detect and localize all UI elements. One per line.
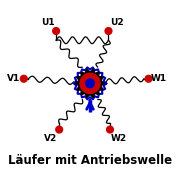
- Text: V2: V2: [44, 134, 57, 143]
- Circle shape: [107, 126, 113, 133]
- Circle shape: [145, 75, 152, 82]
- Polygon shape: [74, 68, 106, 99]
- Text: W1: W1: [150, 74, 166, 83]
- Text: U1: U1: [41, 18, 55, 27]
- Text: W2: W2: [110, 134, 127, 143]
- Polygon shape: [80, 73, 100, 93]
- Text: U2: U2: [110, 18, 124, 27]
- Circle shape: [86, 79, 94, 88]
- Circle shape: [56, 126, 63, 133]
- Text: Läufer mit Antriebswelle: Läufer mit Antriebswelle: [8, 154, 172, 167]
- Circle shape: [105, 28, 112, 34]
- Text: V1: V1: [7, 74, 20, 83]
- Circle shape: [20, 75, 27, 82]
- Polygon shape: [75, 69, 105, 98]
- Circle shape: [53, 28, 60, 34]
